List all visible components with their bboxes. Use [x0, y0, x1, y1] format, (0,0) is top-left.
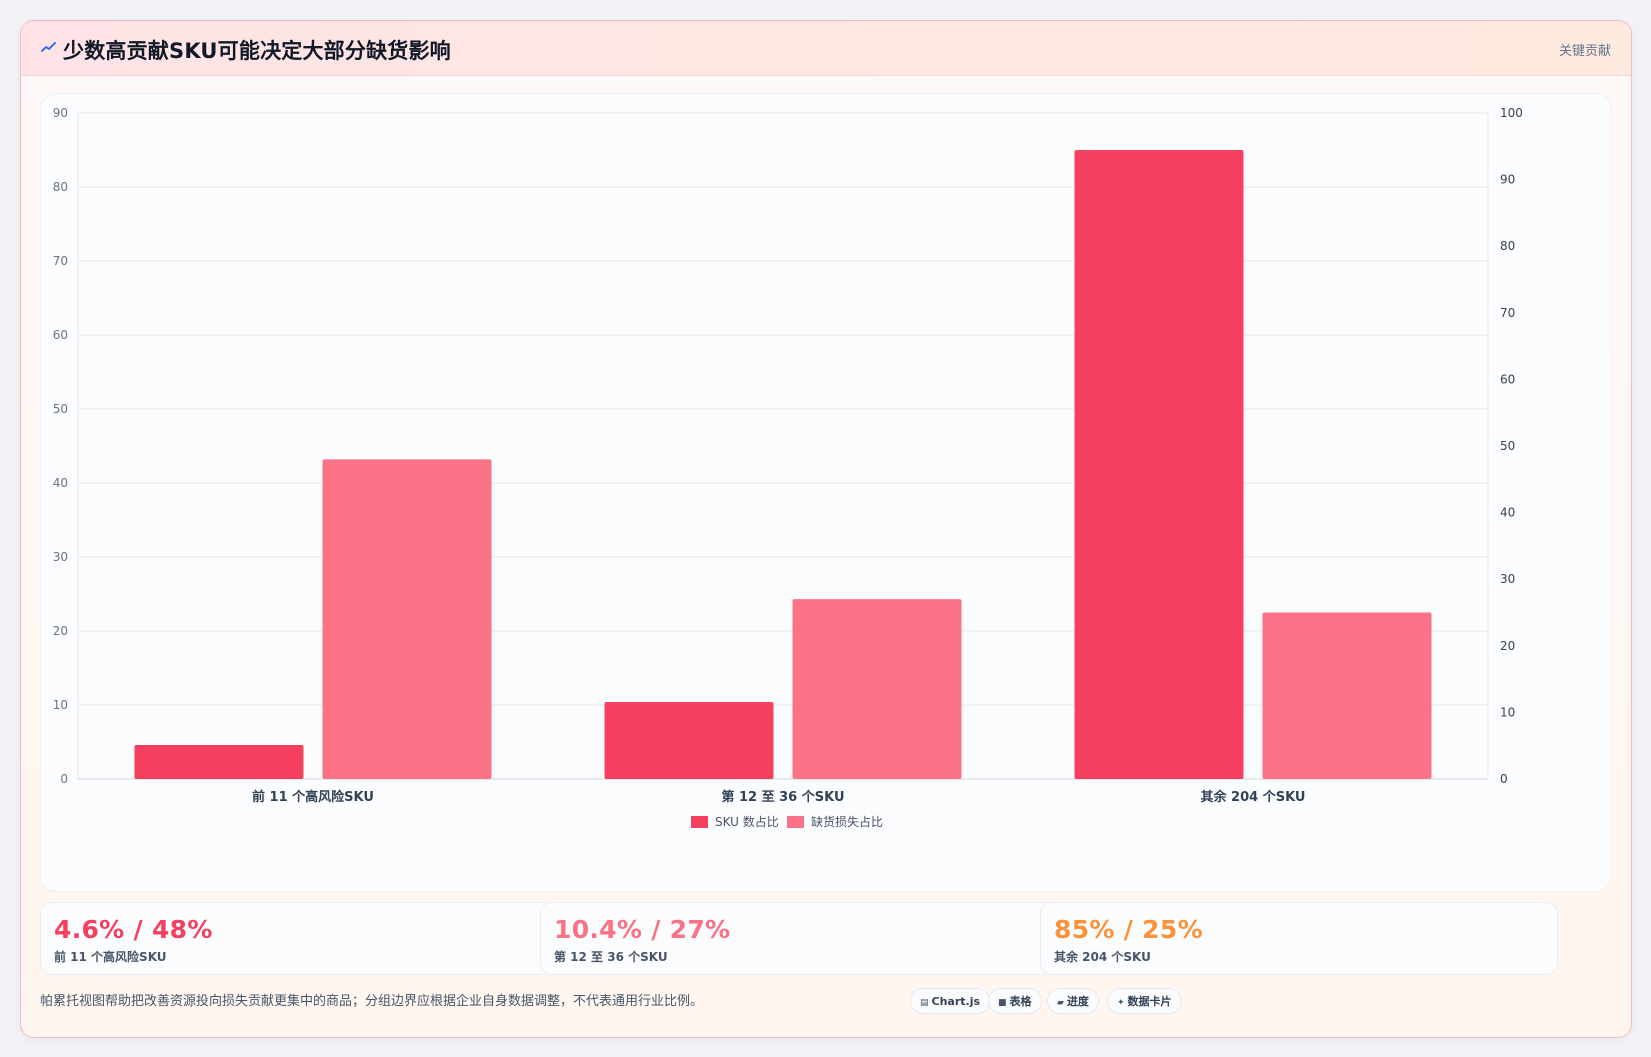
chart-card: 少数高贡献SKU可能决定大部分缺货影响 关键贡献 0 10 20 30 40 50 60 70… [20, 20, 1632, 1038]
legend-label: SKU 数占比 [715, 814, 779, 829]
chip-chartjs[interactable]: ▤ Chart.js [910, 988, 991, 1014]
chart-panel: 0 10 20 30 40 50 60 70 80 90 0 10 20 30 40 50 60 70 80 90 10… [40, 93, 1612, 892]
stat-card: 10.4% / 27% 第 12 至 36 个SKU [540, 902, 1057, 975]
stat-label: 第 12 至 36 个SKU [554, 950, 668, 964]
legend-swatch [691, 816, 708, 828]
y-tick-label-right: 10 [1500, 705, 1515, 719]
chip-label: 表格 [1009, 995, 1032, 1008]
y-tick-label-left: 20 [53, 624, 68, 638]
stat-value: 10.4% / 27% [554, 915, 731, 944]
y-tick-label-right: 100 [1500, 106, 1523, 120]
stat-card: 4.6% / 48% 前 11 个高风险SKU [40, 902, 557, 975]
y-tick-label-right: 60 [1500, 372, 1515, 386]
y-tick-label-left: 10 [53, 698, 68, 712]
sparkle-icon: ✦ [1117, 998, 1125, 1008]
y-tick-label-right: 30 [1500, 572, 1515, 586]
bar-loss-share [792, 599, 962, 779]
chip-label: 数据卡片 [1127, 995, 1172, 1008]
card-header: 少数高贡献SKU可能决定大部分缺货影响 关键贡献 [21, 21, 1631, 76]
chip-data-cards[interactable]: ✦ 数据卡片 [1107, 988, 1182, 1014]
chip-label: 进度 [1066, 995, 1089, 1008]
stat-label: 前 11 个高风险SKU [54, 950, 167, 964]
x-tick-label: 其余 204 个SKU [1201, 789, 1306, 805]
chart-icon: ▤ [920, 998, 929, 1008]
bar-chart: 0 10 20 30 40 50 60 70 80 90 0 10 20 30 40 50 60 70 80 90 10… [53, 106, 1523, 829]
y-tick-label-right: 40 [1500, 506, 1515, 520]
y-tick-label-right: 0 [1500, 772, 1508, 786]
y-tick-label-left: 60 [53, 328, 68, 342]
chip-progress[interactable]: ▰ 进度 [1047, 988, 1099, 1014]
stat-card: 85% / 25% 其余 204 个SKU [1040, 902, 1558, 975]
stat-value: 85% / 25% [1054, 915, 1203, 944]
progress-icon: ▰ [1057, 998, 1064, 1008]
plot-area [78, 113, 1488, 779]
chip-label: Chart.js [931, 995, 981, 1008]
stat-label: 其余 204 个SKU [1054, 950, 1151, 964]
y-tick-label-left: 50 [53, 402, 68, 416]
x-tick-label: 前 11 个高风险SKU [252, 789, 374, 805]
bar-loss-share [322, 459, 492, 779]
y-tick-label-left: 0 [60, 772, 68, 786]
y-tick-label-left: 40 [53, 476, 68, 490]
bar-sku-share [1074, 150, 1244, 779]
bar-sku-share [604, 702, 774, 779]
y-tick-label-left: 80 [53, 180, 68, 194]
y-tick-label-left: 90 [53, 106, 68, 120]
bar-sku-share [134, 744, 304, 779]
y-tick-label-right: 20 [1500, 639, 1515, 653]
y-tick-label-left: 70 [53, 254, 68, 268]
y-tick-label-right: 50 [1500, 439, 1515, 453]
y-tick-label-left: 30 [53, 550, 68, 564]
bar-loss-share [1262, 612, 1432, 779]
chip-table[interactable]: ■ 表格 [988, 988, 1042, 1014]
y-tick-label-right: 70 [1500, 306, 1515, 320]
stat-cards: 4.6% / 48% 前 11 个高风险SKU 10.4% / 27% 第 12… [40, 902, 1612, 975]
legend-swatch [787, 816, 804, 828]
footer-note: 帕累托视图帮助把改善资源投向损失贡献更集中的商品；分组边界应根据企业自身数据调整… [40, 994, 704, 1009]
trend-line-icon [41, 42, 56, 52]
legend-label: 缺货损失占比 [811, 814, 883, 829]
y-tick-label-right: 90 [1500, 173, 1515, 187]
page-title: 少数高贡献SKU可能决定大部分缺货影响 [63, 39, 451, 63]
y-tick-label-right: 80 [1500, 239, 1515, 253]
stat-value: 4.6% / 48% [54, 915, 213, 944]
header-tag: 关键贡献 [1558, 44, 1611, 59]
x-tick-label: 第 12 至 36 个SKU [721, 789, 844, 805]
table-icon: ■ [998, 998, 1007, 1008]
